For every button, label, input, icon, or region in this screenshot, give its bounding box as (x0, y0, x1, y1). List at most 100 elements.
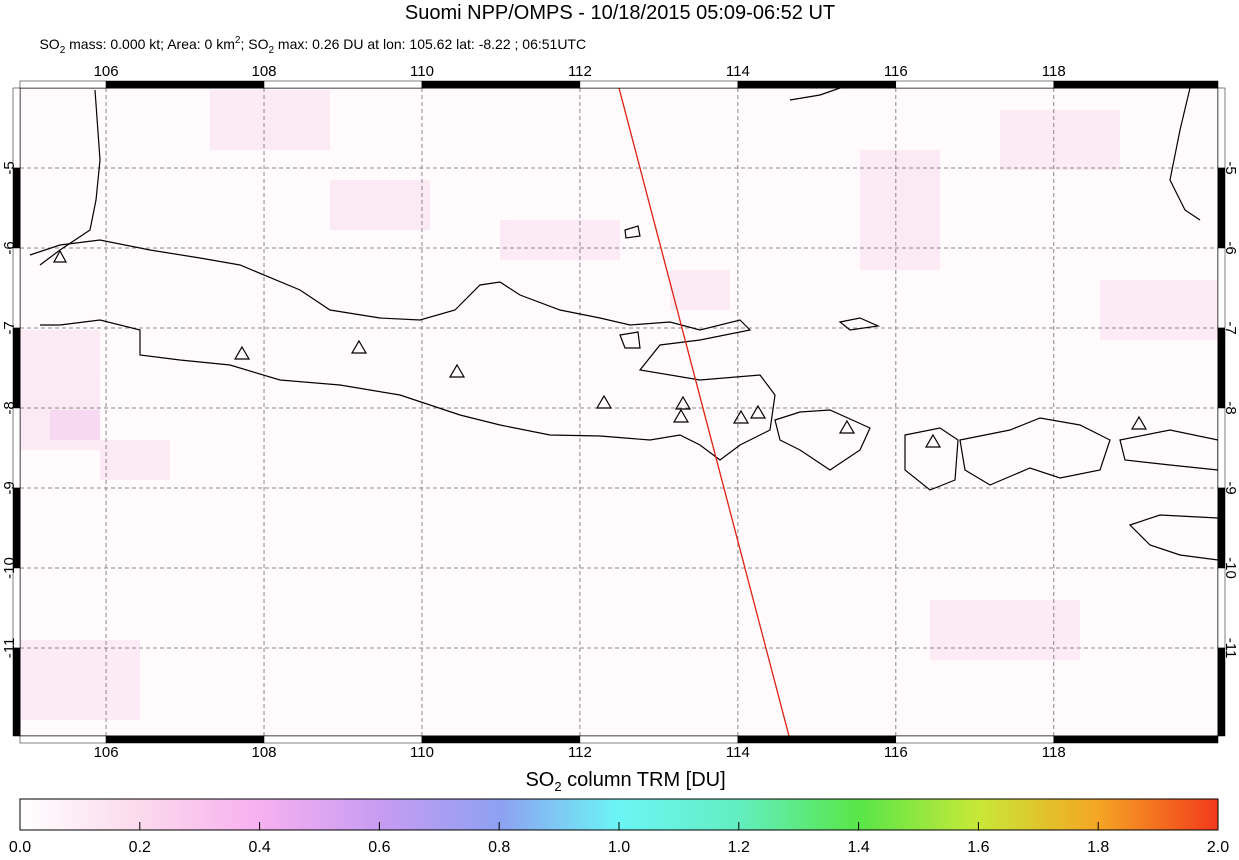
frame-bar (895, 80, 1054, 89)
subtitle-text: SO (39, 36, 59, 52)
frame-bar (1217, 567, 1226, 649)
coastline-borneo (789, 88, 841, 101)
frame-bar (737, 735, 897, 744)
lat-tick-label: -6 (1, 241, 18, 254)
frame-bar (1217, 407, 1226, 489)
lat-tick-label: -7 (1222, 321, 1239, 334)
frame-bar (19, 735, 107, 744)
frame-bar (105, 80, 265, 89)
lat-tick-label: -5 (1, 161, 18, 174)
so2-patches (20, 90, 1218, 720)
colorbar-tick-label: 0.0 (9, 839, 31, 855)
lon-tick-label: 116 (884, 63, 908, 80)
lat-tick-label: -11 (1, 638, 18, 659)
subtitle-text: mass: 0.000 kt; Area: 0 km (65, 36, 235, 52)
colorbar-title: SO2 column TRM [DU] (498, 769, 743, 794)
frame-bar (579, 80, 739, 89)
coastline-sumba (1128, 514, 1218, 561)
lat-tick-label: -11 (1222, 638, 1239, 659)
lon-tick-label: 112 (568, 744, 592, 761)
frame-bar (1217, 487, 1226, 569)
frame-bar (737, 80, 897, 89)
frame-bar (12, 487, 21, 569)
axis-labels: 106 106 108 108 110 110 112 112 114 114 116 116 118 1… (1, 63, 1239, 761)
lon-tick-label: 114 (726, 63, 750, 80)
lon-tick-label: 106 (94, 63, 119, 80)
subscript: 2 (268, 45, 274, 56)
frame-bar (12, 327, 21, 409)
frame-bar (1217, 327, 1226, 409)
lon-tick-label: 118 (1042, 744, 1066, 761)
colorbar-tick-label: 1.6 (967, 839, 989, 855)
frame-bar (263, 735, 423, 744)
frame-bar (12, 567, 21, 649)
coastline-lombok (904, 427, 959, 491)
lon-tick-label: 112 (568, 63, 592, 80)
subscript: 2 (554, 779, 561, 794)
lat-tick-label: -10 (1222, 557, 1239, 579)
coastline-sulawesi (1169, 88, 1201, 221)
colorbar-tick-label: 2.0 (1207, 839, 1229, 855)
lon-tick-label: 106 (94, 744, 119, 761)
colorbar-tick-label: 1.2 (728, 839, 750, 855)
title: Suomi NPP/OMPS - 10/18/2015 05:09-06:52 … (405, 2, 835, 24)
lon-tick-label: 114 (726, 744, 750, 761)
superscript: 2 (235, 35, 241, 46)
frame-bar (263, 80, 423, 89)
colorbar-tick-label: 0.4 (248, 839, 270, 855)
colorbar-tick-label: 1.0 (608, 839, 630, 855)
frame-bar (1217, 167, 1226, 249)
subscript: 2 (60, 45, 66, 56)
colorbar-title-text: SO (525, 769, 554, 791)
coastline-islands (619, 225, 881, 349)
lon-tick-label: 108 (252, 744, 277, 761)
colorbar-tick-label: 1.8 (1087, 839, 1109, 855)
frame-bar (1053, 735, 1219, 744)
frame-bar (105, 735, 265, 744)
coastline-sumbawa (959, 417, 1111, 486)
subtitle-text: ; SO (240, 36, 268, 52)
lat-tick-label: -8 (1, 401, 18, 414)
frame-bar (579, 735, 739, 744)
subtitle: SO2 mass: 0.000 kt; Area: 0 km2; SO2 max… (20, 35, 598, 56)
lat-tick-label: -7 (1, 321, 18, 334)
colorbar-title-text: column TRM [DU] (562, 769, 726, 791)
frame-bar (1217, 87, 1226, 169)
frame-bar (19, 80, 107, 89)
coastline-flores (1119, 429, 1218, 471)
frame-bar (12, 407, 21, 489)
frame-bar (12, 87, 21, 169)
frame-bar (1217, 247, 1226, 329)
frame-bar (1053, 80, 1219, 89)
coastline-bali (774, 409, 871, 471)
lat-tick-label: -5 (1222, 161, 1239, 174)
coastline-sumatra (39, 89, 101, 266)
frame-bars (12, 80, 1226, 744)
lon-tick-label: 110 (410, 63, 434, 80)
colorbar-tick-label: 0.2 (129, 839, 151, 855)
lon-tick-label: 116 (884, 744, 908, 761)
colorbar-tick-label: 1.4 (847, 839, 869, 855)
coastline-java (29, 239, 776, 461)
colorbar-tick-label: 0.6 (368, 839, 390, 855)
lat-tick-label: -9 (1, 481, 18, 494)
lon-tick-label: 110 (410, 744, 434, 761)
graticule (20, 88, 1218, 736)
frame-bar (421, 80, 581, 89)
colorbar-tick-label: 0.8 (488, 839, 510, 855)
lat-tick-label: -10 (1, 557, 18, 579)
frame-bar (1217, 647, 1226, 737)
volcano-markers (52, 249, 1148, 448)
map-area (20, 88, 1218, 736)
frame-bar (12, 647, 21, 737)
subtitle-text: max: 0.26 DU at lon: 105.62 lat: -8.22 ;… (274, 36, 586, 52)
lat-tick-label: -8 (1222, 401, 1239, 414)
frame-bar (12, 247, 21, 329)
lon-tick-label: 108 (252, 63, 277, 80)
frame-bar (895, 735, 1054, 744)
lat-tick-label: -9 (1222, 481, 1239, 494)
frame-bar (12, 167, 21, 249)
colorbar-ticks: 0.0 0.2 0.4 0.6 0.8 1.0 1.2 1.4 1.6 1.8 2.0 (9, 822, 1229, 856)
frame-bar (421, 735, 581, 744)
